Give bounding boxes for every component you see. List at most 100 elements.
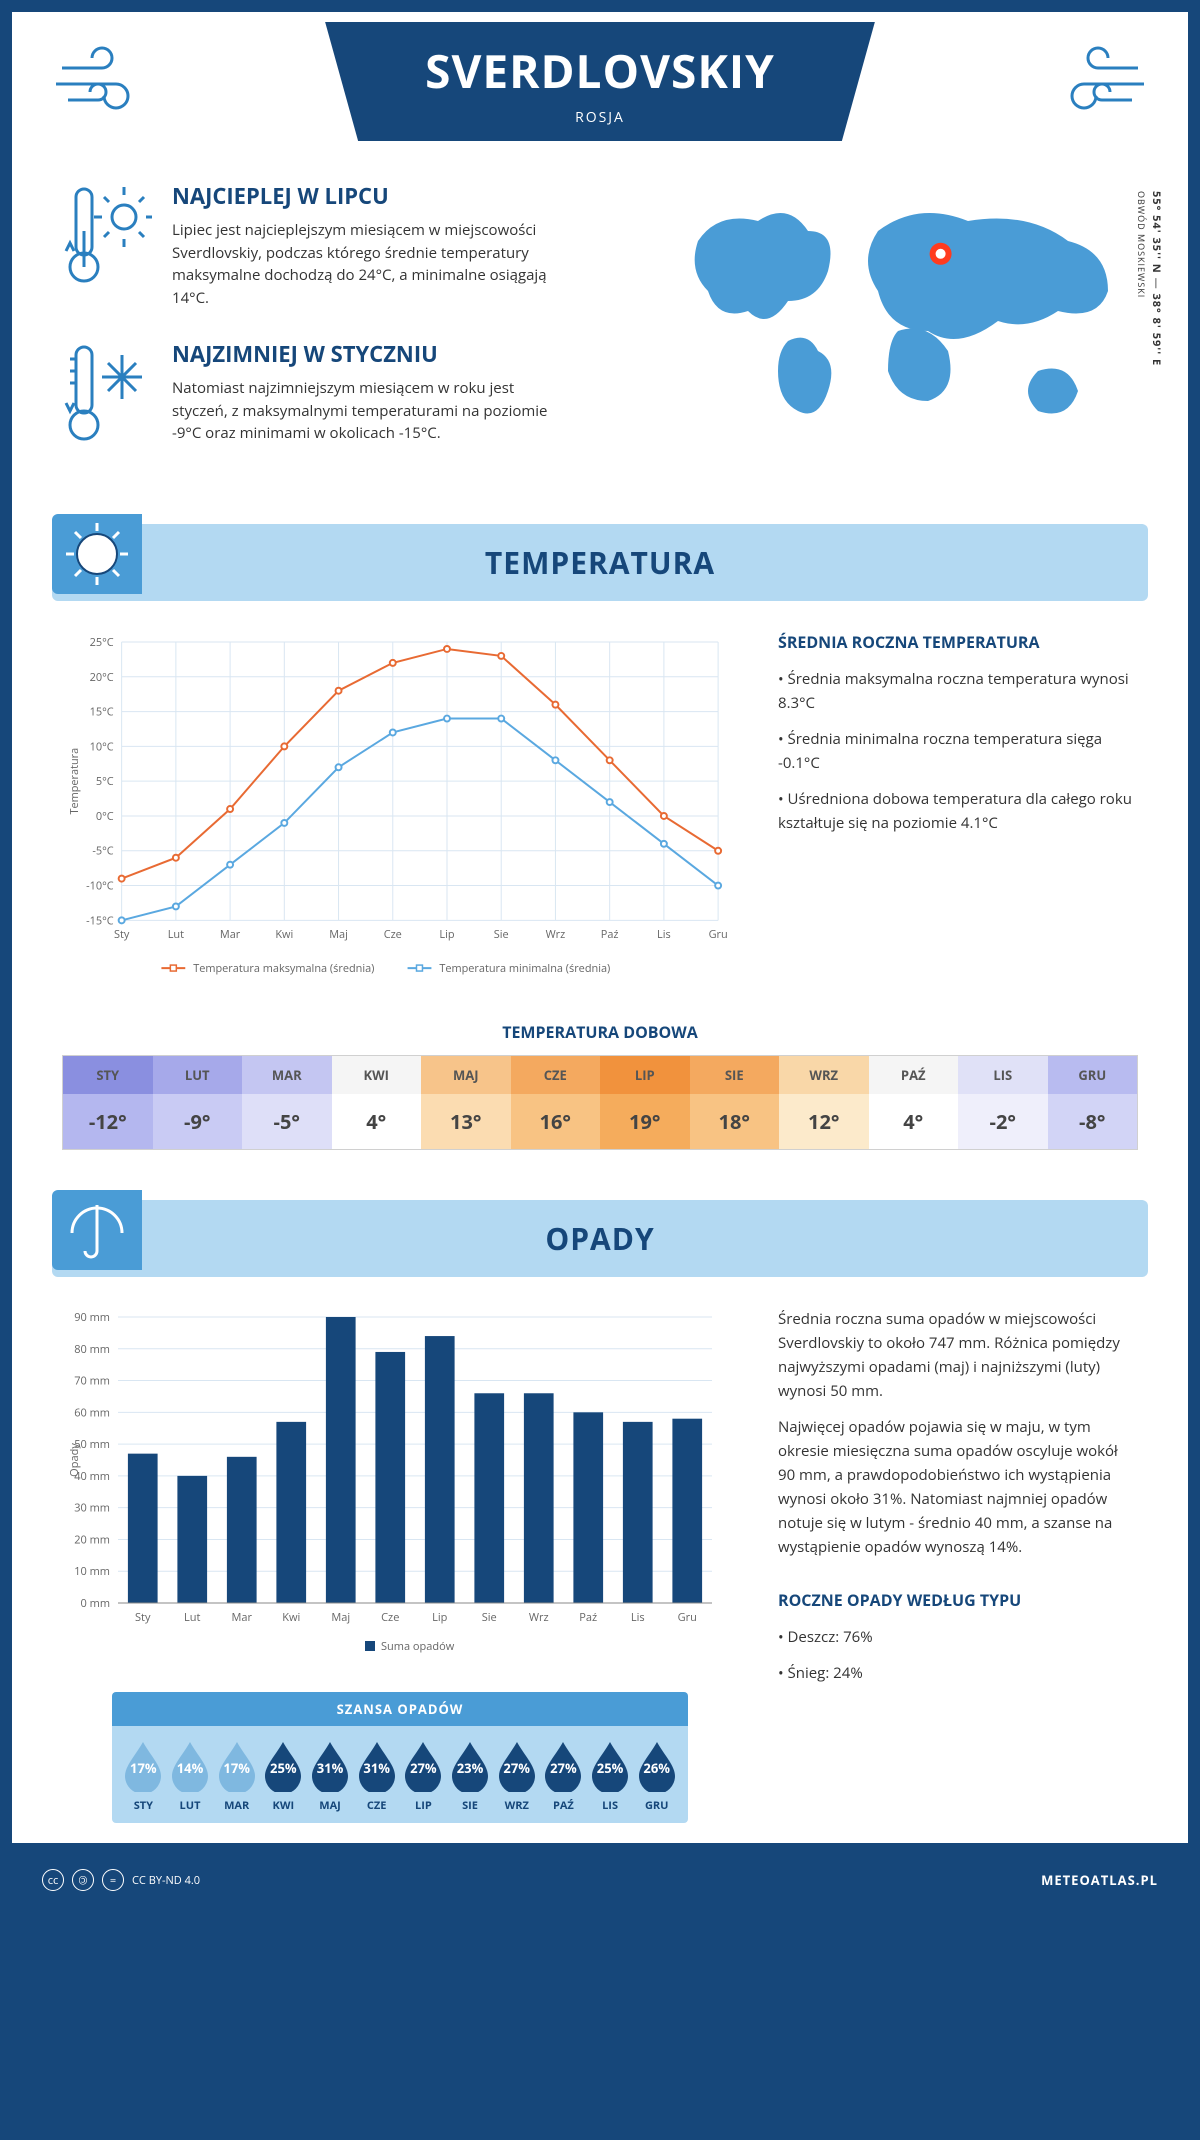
- svg-text:Cze: Cze: [381, 1610, 399, 1625]
- svg-text:80 mm: 80 mm: [74, 1342, 110, 1357]
- rain-chance-cell: 17% MAR: [213, 1740, 260, 1813]
- rain-chance-cell: 27% PAŹ: [540, 1740, 587, 1813]
- raindrop-icon: 17%: [121, 1740, 165, 1792]
- fact-cold-title: NAJZIMNIEJ W STYCZNIU: [172, 339, 552, 369]
- nd-icon: =: [102, 1869, 124, 1891]
- rain-type-item: • Śnieg: 24%: [778, 1661, 1138, 1685]
- section-title: OPADY: [72, 1218, 1128, 1259]
- page-title: SVERDLOVSKIY: [425, 40, 775, 102]
- fact-warm-title: NAJCIEPLEJ W LIPCU: [172, 181, 552, 211]
- temp-cell: SIE18°: [690, 1056, 780, 1149]
- thermometer-sun-icon: [62, 181, 152, 309]
- summary-bullet: • Uśredniona dobowa temperatura dla całe…: [778, 787, 1138, 835]
- rain-chance-cell: 27% LIP: [400, 1740, 447, 1813]
- raindrop-icon: 31%: [355, 1740, 399, 1792]
- raindrop-icon: 26%: [635, 1740, 679, 1792]
- svg-text:Mar: Mar: [231, 1610, 252, 1625]
- temp-cell: LIP19°: [600, 1056, 690, 1149]
- fact-cold-body: Natomiast najzimniejszym miesiącem w rok…: [172, 377, 552, 445]
- temperature-line-chart: -15°C-10°C-5°C0°C5°C10°C15°C20°C25°CStyL…: [62, 631, 738, 991]
- wind-icon: [52, 42, 162, 127]
- svg-text:Lip: Lip: [439, 927, 454, 942]
- svg-text:Sie: Sie: [482, 1610, 497, 1625]
- daily-temp-table: STY-12°LUT-9°MAR-5°KWI4°MAJ13°CZE16°LIP1…: [62, 1055, 1138, 1150]
- svg-text:Sty: Sty: [114, 927, 130, 942]
- brand-label: METEOATLAS.PL: [1041, 1871, 1158, 1889]
- license-block: cc 🄯 = CC BY-ND 4.0: [42, 1869, 200, 1891]
- sun-icon: [52, 514, 142, 594]
- raindrop-icon: 25%: [588, 1740, 632, 1792]
- daily-temp-title: TEMPERATURA DOBOWA: [12, 1021, 1188, 1043]
- svg-text:Mar: Mar: [220, 927, 241, 942]
- svg-text:5°C: 5°C: [96, 774, 114, 789]
- svg-text:Cze: Cze: [384, 927, 402, 942]
- temp-cell: KWI4°: [332, 1056, 422, 1149]
- svg-text:Sie: Sie: [494, 927, 509, 942]
- umbrella-icon: [52, 1190, 142, 1270]
- svg-text:0°C: 0°C: [96, 809, 114, 824]
- svg-text:Lis: Lis: [631, 1610, 645, 1625]
- raindrop-icon: 31%: [308, 1740, 352, 1792]
- svg-text:90 mm: 90 mm: [74, 1310, 110, 1325]
- map-marker-icon: [930, 243, 952, 265]
- temp-cell: LIS-2°: [958, 1056, 1048, 1149]
- rain-chance-cell: 26% GRU: [633, 1740, 680, 1813]
- world-map-panel: 55° 54' 35'' N — 38° 8' 59'' E OBWÓD MOS…: [668, 181, 1138, 484]
- fact-warm: NAJCIEPLEJ W LIPCU Lipiec jest najcieple…: [62, 181, 628, 309]
- svg-text:20°C: 20°C: [90, 670, 114, 685]
- svg-text:Suma opadów: Suma opadów: [381, 1639, 455, 1654]
- section-header-temperature: TEMPERATURA: [52, 524, 1148, 601]
- rain-type-heading: ROCZNE OPADY WEDŁUG TYPU: [778, 1589, 1138, 1611]
- summary-bullet: • Średnia minimalna roczna temperatura s…: [778, 727, 1138, 775]
- svg-text:10 mm: 10 mm: [74, 1564, 110, 1579]
- rain-bar-chart: 0 mm10 mm20 mm30 mm40 mm50 mm60 mm70 mm8…: [62, 1307, 722, 1667]
- footer: cc 🄯 = CC BY-ND 4.0 METEOATLAS.PL: [12, 1855, 1188, 1905]
- svg-text:Gru: Gru: [678, 1610, 697, 1625]
- svg-text:Maj: Maj: [331, 1610, 350, 1625]
- svg-text:Lut: Lut: [168, 927, 184, 942]
- temp-cell: LUT-9°: [153, 1056, 243, 1149]
- header: SVERDLOVSKIY ROSJA: [12, 12, 1188, 141]
- svg-text:0 mm: 0 mm: [80, 1596, 110, 1611]
- cc-icon: cc: [42, 1869, 64, 1891]
- raindrop-icon: 17%: [215, 1740, 259, 1792]
- page-subtitle: ROSJA: [425, 108, 775, 127]
- svg-text:Wrz: Wrz: [529, 1610, 549, 1625]
- rain-chance-cell: 23% SIE: [447, 1740, 494, 1813]
- rain-chance-cell: 27% WRZ: [493, 1740, 540, 1813]
- svg-text:-5°C: -5°C: [92, 844, 113, 859]
- rain-type-item: • Deszcz: 76%: [778, 1625, 1138, 1649]
- svg-text:Temperatura maksymalna (średni: Temperatura maksymalna (średnia): [193, 961, 374, 976]
- rain-chance-cell: 14% LUT: [167, 1740, 214, 1813]
- svg-text:70 mm: 70 mm: [74, 1374, 110, 1389]
- rain-summary: Średnia roczna suma opadów w miejscowośc…: [778, 1307, 1138, 1823]
- rain-chance-panel: SZANSA OPADÓW 17% STY 14% LUT 17% MAR 25…: [112, 1692, 688, 1823]
- title-banner: SVERDLOVSKIY ROSJA: [325, 22, 875, 141]
- raindrop-icon: 25%: [261, 1740, 305, 1792]
- svg-text:Gru: Gru: [709, 927, 728, 942]
- svg-text:20 mm: 20 mm: [74, 1532, 110, 1547]
- svg-text:Opady: Opady: [67, 1443, 82, 1477]
- svg-text:Maj: Maj: [329, 927, 348, 942]
- svg-text:Paź: Paź: [579, 1610, 597, 1625]
- temp-cell: CZE16°: [511, 1056, 601, 1149]
- svg-text:15°C: 15°C: [90, 705, 114, 720]
- temp-cell: WRZ12°: [779, 1056, 869, 1149]
- rain-chance-cell: 31% MAJ: [307, 1740, 354, 1813]
- svg-text:Paź: Paź: [601, 927, 619, 942]
- fact-cold: NAJZIMNIEJ W STYCZNIU Natomiast najzimni…: [62, 339, 628, 454]
- rain-chance-title: SZANSA OPADÓW: [112, 1692, 688, 1726]
- rain-summary-p: Średnia roczna suma opadów w miejscowośc…: [778, 1307, 1138, 1403]
- rain-summary-p: Najwięcej opadów pojawia się w maju, w t…: [778, 1415, 1138, 1559]
- raindrop-icon: 27%: [495, 1740, 539, 1792]
- rain-chance-cell: 31% CZE: [353, 1740, 400, 1813]
- intro-facts: NAJCIEPLEJ W LIPCU Lipiec jest najcieple…: [62, 181, 628, 484]
- rain-chance-cell: 17% STY: [120, 1740, 167, 1813]
- raindrop-icon: 27%: [401, 1740, 445, 1792]
- svg-text:10°C: 10°C: [90, 739, 114, 754]
- rain-chart-row: 0 mm10 mm20 mm30 mm40 mm50 mm60 mm70 mm8…: [12, 1307, 1188, 1823]
- by-icon: 🄯: [72, 1869, 94, 1891]
- svg-text:Lis: Lis: [657, 927, 671, 942]
- svg-text:60 mm: 60 mm: [74, 1405, 110, 1420]
- page: SVERDLOVSKIY ROSJA NAJCIEPLEJ W LIPCU Li…: [12, 12, 1188, 1843]
